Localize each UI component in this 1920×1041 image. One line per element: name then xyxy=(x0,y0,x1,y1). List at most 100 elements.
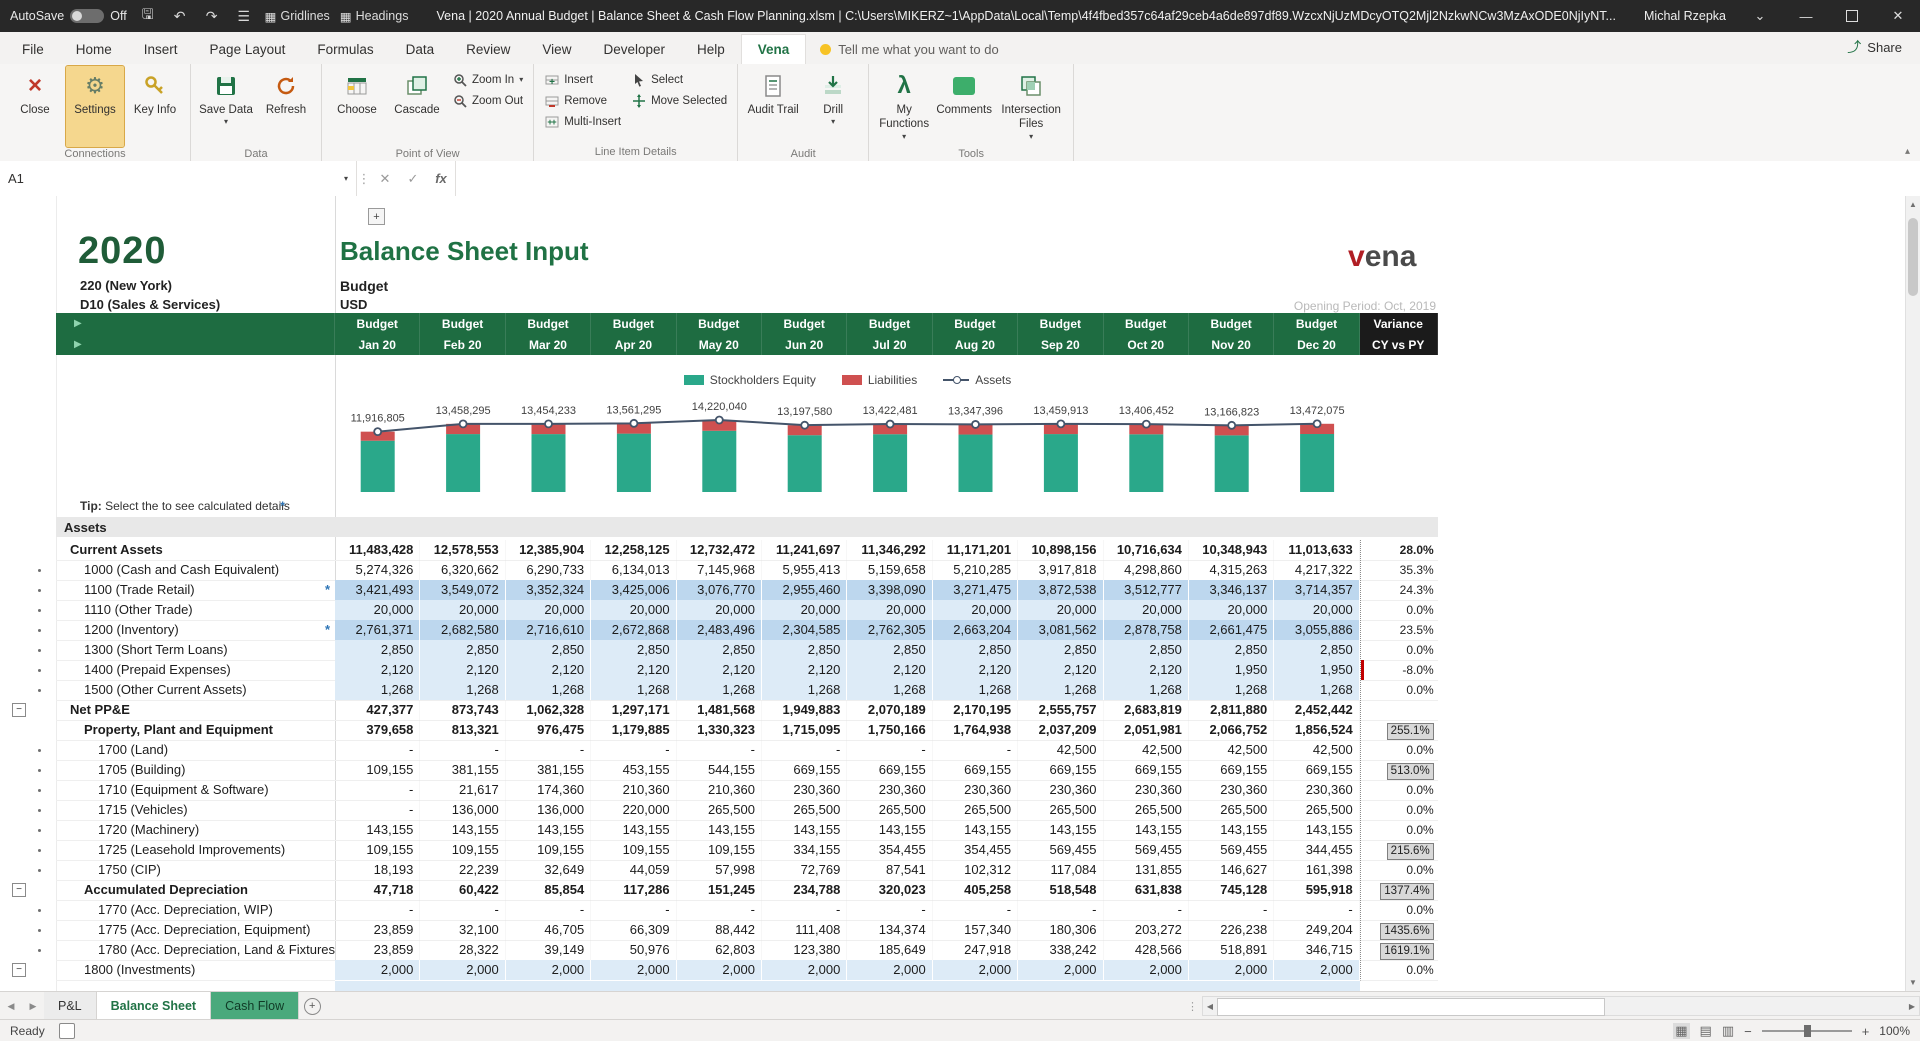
month-header-5[interactable]: May 20 xyxy=(676,334,762,355)
value-cell[interactable]: 544,155 xyxy=(676,760,762,781)
value-cell[interactable]: 161,398 xyxy=(1274,860,1360,881)
value-cell[interactable]: 210,360 xyxy=(591,780,677,801)
header-arrow-cell[interactable]: ▶ xyxy=(56,313,335,334)
row-label[interactable]: 1750 (CIP) xyxy=(56,860,335,881)
value-cell[interactable]: 102,312 xyxy=(932,860,1019,881)
insert-function-icon[interactable]: fx xyxy=(435,171,447,186)
value-cell[interactable]: - xyxy=(761,900,848,921)
value-cell[interactable]: 2,850 xyxy=(1274,640,1360,661)
value-cell[interactable]: 1,481,568 xyxy=(676,700,762,721)
value-cell[interactable]: - xyxy=(335,780,421,801)
choose-button[interactable]: Choose xyxy=(328,66,386,147)
audit-trail-button[interactable]: Audit Trail xyxy=(744,66,802,147)
zoom-out-button[interactable]: Zoom Out xyxy=(448,91,527,110)
value-cell[interactable]: 1,268 xyxy=(1103,680,1189,701)
value-cell[interactable]: 2,120 xyxy=(676,660,762,681)
value-cell[interactable]: 2,762,305 xyxy=(847,620,933,641)
value-cell[interactable]: 3,346,137 xyxy=(1188,580,1275,601)
value-cell[interactable]: 5,955,413 xyxy=(761,560,848,581)
budget-header-5[interactable]: Budget xyxy=(676,313,762,334)
user-name[interactable]: Michal Rzepka xyxy=(1644,9,1726,23)
value-cell[interactable]: 2,000 xyxy=(676,960,762,981)
value-cell[interactable]: 3,425,006 xyxy=(591,580,677,601)
variance-cell[interactable]: -8.0% xyxy=(1359,660,1438,681)
zoom-slider[interactable] xyxy=(1761,1025,1852,1037)
row-label[interactable]: Property, Plant and Equipment xyxy=(56,720,335,741)
value-cell[interactable]: 2,000 xyxy=(591,960,677,981)
value-cell[interactable]: 151,245 xyxy=(676,880,762,901)
collapse-ribbon-icon[interactable]: ▴ xyxy=(1904,146,1910,157)
value-cell[interactable]: 2,850 xyxy=(1103,640,1189,661)
restore-button[interactable] xyxy=(1830,0,1874,32)
value-cell[interactable]: 379,658 xyxy=(335,720,421,741)
value-cell[interactable]: 143,155 xyxy=(420,820,506,841)
value-cell[interactable]: 6,320,662 xyxy=(420,560,506,581)
value-cell[interactable]: 265,500 xyxy=(761,800,848,821)
budget-header-11[interactable]: Budget xyxy=(1188,313,1275,334)
value-cell[interactable]: - xyxy=(505,740,592,761)
value-cell[interactable]: 1,268 xyxy=(1018,680,1104,701)
row-label[interactable]: 1725 (Leasehold Improvements) xyxy=(56,840,335,861)
scroll-up-icon[interactable]: ▲ xyxy=(1909,200,1917,209)
value-cell[interactable]: 2,000 xyxy=(847,960,933,981)
row-label[interactable]: 1715 (Vehicles) xyxy=(56,800,335,821)
value-cell[interactable]: 453,155 xyxy=(591,760,677,781)
value-cell[interactable]: 20,000 xyxy=(420,600,506,621)
value-cell[interactable]: 42,500 xyxy=(1188,740,1275,761)
value-cell[interactable]: 1,330,323 xyxy=(676,720,762,741)
value-cell[interactable]: 20,000 xyxy=(505,600,592,621)
value-cell[interactable]: 569,455 xyxy=(1018,840,1104,861)
macro-record-icon[interactable] xyxy=(58,1023,75,1039)
value-cell[interactable]: 11,483,428 xyxy=(335,540,421,561)
value-cell[interactable]: 3,398,090 xyxy=(847,580,933,601)
outline-collapse-button[interactable]: − xyxy=(12,703,26,717)
variance-cell[interactable]: 0.0% xyxy=(1359,820,1438,841)
value-cell[interactable]: 265,500 xyxy=(1018,800,1104,821)
budget-header-8[interactable]: Budget xyxy=(932,313,1019,334)
value-cell[interactable]: 44,059 xyxy=(591,860,677,881)
value-cell[interactable]: 60,422 xyxy=(420,880,506,901)
scroll-left-icon[interactable]: ◀ xyxy=(1206,1001,1214,1011)
value-cell[interactable]: 136,000 xyxy=(505,800,592,821)
zoom-in-button[interactable]: Zoom In ▾ xyxy=(448,70,527,89)
value-cell[interactable]: 22,239 xyxy=(420,860,506,881)
value-cell[interactable]: 42,500 xyxy=(1018,740,1104,761)
comments-button[interactable]: Comments xyxy=(935,66,993,147)
value-cell[interactable]: 143,155 xyxy=(505,820,592,841)
vertical-scrollbar[interactable]: ▲ ▼ xyxy=(1905,196,1920,991)
value-cell[interactable]: 21,617 xyxy=(420,780,506,801)
value-cell[interactable]: 62,803 xyxy=(676,940,762,961)
value-cell[interactable]: 230,360 xyxy=(932,780,1019,801)
value-cell[interactable]: 669,155 xyxy=(761,760,848,781)
value-cell[interactable]: - xyxy=(847,740,933,761)
value-cell[interactable]: 109,155 xyxy=(335,760,421,781)
select-button[interactable]: Select xyxy=(627,70,731,89)
value-cell[interactable]: 134,374 xyxy=(847,920,933,941)
variance-header[interactable]: Variance xyxy=(1359,313,1438,334)
month-header-4[interactable]: Apr 20 xyxy=(591,334,677,355)
month-header-2[interactable]: Feb 20 xyxy=(420,334,506,355)
row-label[interactable]: 1110 (Other Trade) xyxy=(56,600,335,621)
budget-header-4[interactable]: Budget xyxy=(591,313,677,334)
value-cell[interactable]: 2,811,880 xyxy=(1188,700,1275,721)
ribbon-tab-help[interactable]: Help xyxy=(697,42,725,57)
value-cell[interactable]: 2,850 xyxy=(335,640,421,661)
value-cell[interactable]: 2,000 xyxy=(1274,960,1360,981)
normal-view-icon[interactable]: ▦ xyxy=(1673,1023,1690,1039)
value-cell[interactable]: 2,000 xyxy=(420,960,506,981)
undo-icon[interactable]: ↶ xyxy=(173,7,186,24)
row-label[interactable]: Current Assets xyxy=(56,540,335,561)
value-cell[interactable]: 354,455 xyxy=(847,840,933,861)
value-cell[interactable]: 2,000 xyxy=(1103,960,1189,981)
intersection-files-button[interactable]: Intersection Files ▾ xyxy=(995,66,1067,147)
share-button[interactable]: ⤴ Share xyxy=(1847,39,1902,55)
value-cell[interactable]: 1,268 xyxy=(1188,680,1275,701)
value-cell[interactable]: 381,155 xyxy=(505,760,592,781)
value-cell[interactable]: - xyxy=(335,800,421,821)
value-cell[interactable]: 6,290,733 xyxy=(505,560,592,581)
value-cell[interactable]: 1,856,524 xyxy=(1274,720,1360,741)
variance-header[interactable]: CY vs PY xyxy=(1359,334,1438,355)
value-cell[interactable]: 2,120 xyxy=(1103,660,1189,681)
value-cell[interactable]: 7,145,968 xyxy=(676,560,762,581)
value-cell[interactable]: 518,891 xyxy=(1188,940,1275,961)
